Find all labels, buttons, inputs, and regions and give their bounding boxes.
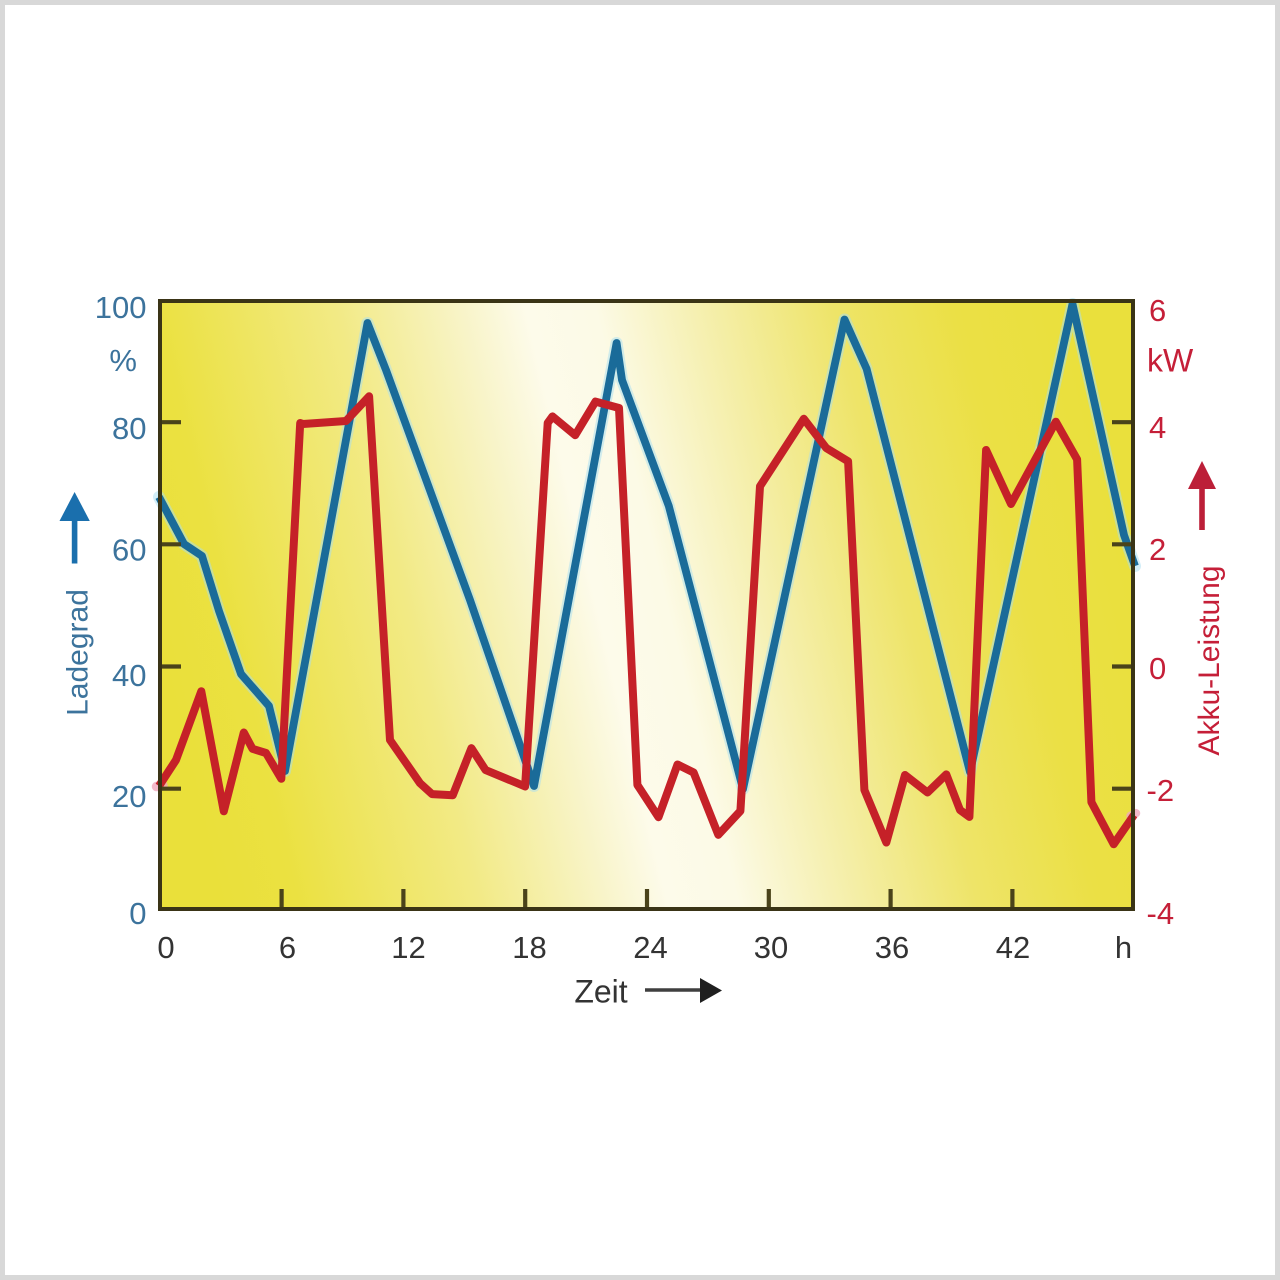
svg-text:20: 20 xyxy=(112,779,146,814)
svg-text:%: % xyxy=(109,343,137,378)
svg-text:0: 0 xyxy=(157,930,174,965)
svg-text:100: 100 xyxy=(95,290,147,325)
svg-text:6: 6 xyxy=(279,930,296,965)
svg-text:Ladegrad: Ladegrad xyxy=(61,589,94,716)
svg-text:0: 0 xyxy=(1149,651,1166,686)
svg-text:60: 60 xyxy=(112,533,146,568)
svg-text:6: 6 xyxy=(1149,293,1166,328)
svg-text:18: 18 xyxy=(512,930,546,965)
svg-text:-2: -2 xyxy=(1147,773,1175,808)
svg-text:4: 4 xyxy=(1149,410,1166,445)
svg-text:Zeit: Zeit xyxy=(574,974,627,1010)
svg-text:30: 30 xyxy=(754,930,788,965)
svg-text:36: 36 xyxy=(875,930,909,965)
svg-text:kW: kW xyxy=(1147,343,1194,379)
svg-text:-4: -4 xyxy=(1147,896,1175,931)
svg-text:80: 80 xyxy=(112,411,146,446)
svg-text:Akku-Leistung: Akku-Leistung xyxy=(1193,565,1226,755)
svg-text:12: 12 xyxy=(391,930,425,965)
svg-text:h: h xyxy=(1115,930,1132,965)
svg-text:24: 24 xyxy=(633,930,667,965)
svg-text:0: 0 xyxy=(129,896,146,931)
svg-text:42: 42 xyxy=(996,930,1030,965)
svg-text:40: 40 xyxy=(112,658,146,693)
svg-text:2: 2 xyxy=(1149,532,1166,567)
